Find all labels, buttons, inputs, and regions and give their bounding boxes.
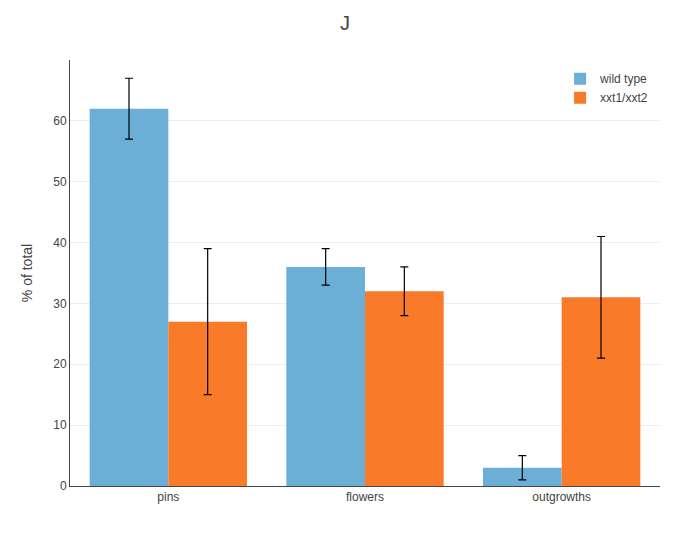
svg-text:60: 60 (53, 114, 67, 128)
svg-text:10: 10 (53, 418, 67, 432)
svg-text:30: 30 (53, 297, 67, 311)
svg-text:wild type: wild type (599, 72, 647, 86)
svg-text:0: 0 (60, 479, 67, 493)
svg-text:% of total: % of total (19, 244, 35, 302)
svg-text:20: 20 (53, 357, 67, 371)
svg-text:outgrowths: outgrowths (532, 490, 591, 504)
svg-text:50: 50 (53, 175, 67, 189)
svg-text:pins: pins (157, 490, 179, 504)
svg-text:40: 40 (53, 236, 67, 250)
svg-text:J: J (340, 12, 350, 34)
svg-text:flowers: flowers (346, 490, 384, 504)
svg-text:xxt1/xxt2: xxt1/xxt2 (600, 91, 648, 105)
